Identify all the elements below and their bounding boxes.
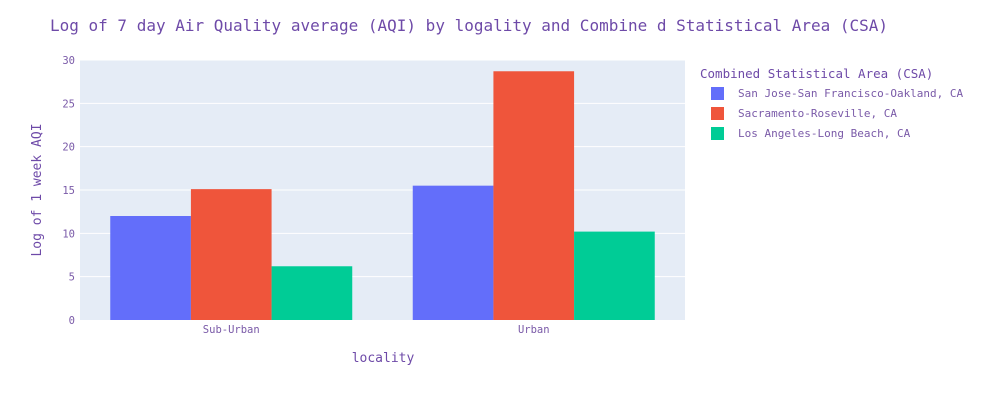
legend-item-label: Sacramento-Roseville, CA [738,107,897,120]
legend-swatch [711,107,724,120]
x-tick-label: Sub-Urban [203,324,260,336]
chart-title: Log of 7 day Air Quality average (AQI) b… [50,16,888,35]
bar [190,189,272,320]
y-tick-label: 0 [69,315,75,327]
y-tick-label: 10 [62,228,75,240]
x-tick-labels: Sub-Urban Urban [203,324,550,336]
bar [412,185,494,320]
legend-title: Combined Statistical Area (CSA) [700,66,933,81]
y-axis-title: Log of 1 week AQI [30,123,45,256]
x-axis-title: locality [352,351,415,366]
bars [110,71,655,321]
y-tick-label: 20 [62,142,75,154]
bar [271,266,353,320]
y-tick-labels: 0 5 10 15 20 25 30 [62,55,75,327]
x-tick-label: Urban [518,324,550,336]
legend-swatch [711,87,724,100]
legend-item-label: San Jose-San Francisco-Oakland, CA [738,87,964,100]
y-tick-label: 30 [62,55,75,67]
bar [574,231,655,320]
y-tick-label: 5 [69,272,75,284]
legend-swatch [711,127,724,140]
bar [493,71,575,321]
y-tick-label: 15 [62,185,75,197]
legend-item-label: Los Angeles-Long Beach, CA [738,127,911,140]
y-tick-label: 25 [62,98,75,110]
legend: Combined Statistical Area (CSA) San Jose… [700,66,964,140]
bar [110,216,191,320]
